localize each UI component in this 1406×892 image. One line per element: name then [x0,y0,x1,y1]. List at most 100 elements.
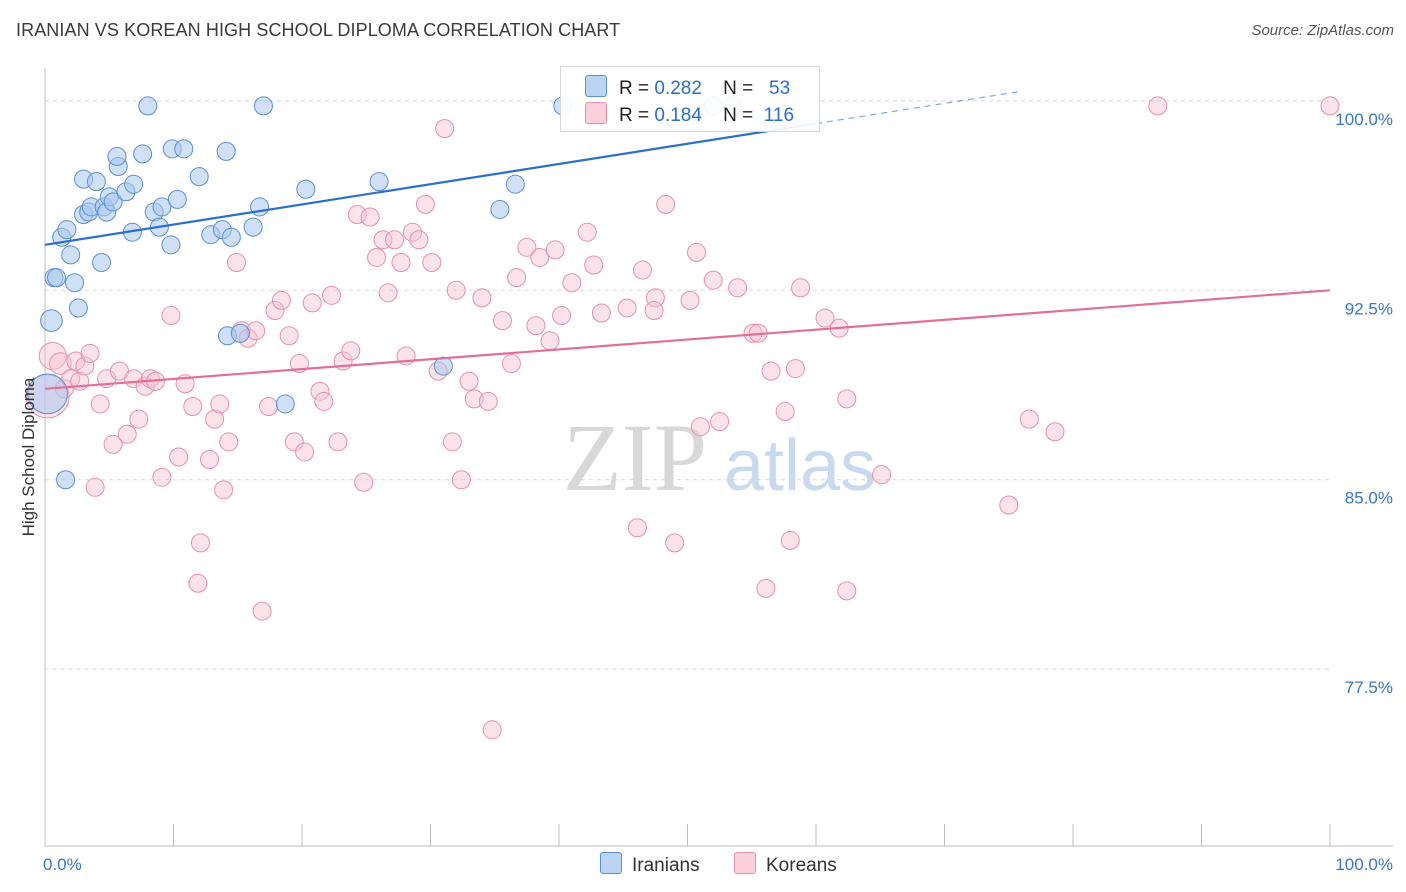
koreans-n-value: 116 [763,105,795,126]
iranians-legend-swatch [600,852,622,874]
iranians-trendline-extension [815,90,1022,125]
koreans-trendline [44,289,1331,390]
korean-point [279,326,299,346]
legend-item-koreans[interactable]: Koreans [734,852,837,877]
korean-point [665,533,685,553]
iranian-point [40,309,63,332]
koreans-r-value: 0.184 [654,105,702,126]
korean-point [837,389,857,409]
korean-point [545,240,565,260]
korean-point [80,343,100,363]
korean-point [259,396,279,416]
iranians-legend-label: Iranians [632,855,700,876]
iranian-point [107,146,127,166]
korean-point [530,247,550,267]
korean-point [703,270,723,290]
iranian-point [92,253,112,272]
korean-point [501,354,521,374]
korean-point [435,119,455,139]
iranian-point [296,179,316,199]
korean-point [284,432,304,452]
x-tick-label-max: 100.0% [1335,855,1393,874]
korean-point [756,578,776,598]
watermark-zip: ZIP [563,404,707,511]
korean-point [785,359,805,379]
korean-point [415,194,435,214]
legend-row-koreans: R = 0.184 N = 116 [585,102,794,126]
korean-point [169,447,189,467]
y-tick-label: 77.5% [1345,678,1393,697]
iranian-point [124,174,144,194]
koreans-swatch [585,102,607,124]
korean-point [617,298,637,318]
source-label: Source: ZipAtlas.com [1251,22,1394,39]
korean-point [422,253,442,272]
korean-point [728,278,748,298]
iranian-point [65,273,85,293]
korean-point [507,268,527,288]
korean-point [378,283,398,303]
korean-point [252,601,272,621]
y-tick-label: 85.0% [1345,489,1393,508]
iranian-point [433,356,453,376]
tick-labels: 77.5% 85.0% 92.5% 100.0% 0.0% 100.0% High Scho… [19,110,1393,874]
korean-point [302,293,322,313]
iranian-point [189,167,209,187]
legend-row-iranians: R = 0.282 N = 53 [585,75,790,99]
korean-point [656,194,676,214]
korean-point [451,470,471,490]
iranian-point [250,197,270,217]
iranian-point [253,96,273,116]
korean-point [354,472,374,492]
iranian-point [505,174,525,194]
korean-point [999,495,1019,515]
iranian-point [138,96,158,116]
koreans-n-label: N = [723,105,754,126]
korean-point [314,391,334,411]
iranian-point [221,227,241,247]
korean-point [117,424,137,444]
iranians-swatch [585,75,607,97]
iranian-point [133,144,153,164]
korean-point [85,477,105,497]
korean-point [265,300,285,320]
korean-point [90,394,110,414]
koreans-r-label: R = [619,105,650,126]
korean-point [152,467,172,487]
korean-point [815,308,835,328]
korean-point [680,290,700,310]
korean-point [328,432,348,452]
axes [44,68,1393,847]
korean-point [791,278,811,298]
iranians-n-value: 53 [769,78,791,99]
iranian-point [216,141,236,161]
korean-point [205,409,225,429]
korean-point [627,518,647,538]
iranians-trendline [44,122,817,246]
korean-point [492,311,512,331]
korean-point [837,581,857,601]
koreans-legend-swatch [734,852,756,874]
korean-point [761,361,781,381]
korean-point [1148,96,1168,116]
korean-point [140,369,160,389]
iranian-point [161,235,181,255]
korean-point [214,480,234,500]
korean-point [517,237,537,257]
korean-point [472,288,492,308]
koreans-legend-label: Koreans [766,855,837,876]
legend-item-iranians[interactable]: Iranians [600,852,700,877]
korean-point [129,409,149,429]
trendlines [44,90,1331,390]
korean-point [686,242,706,262]
iranian-point [275,394,295,414]
korean-point [188,573,208,593]
iranian-point [103,192,123,212]
korean-point [360,207,380,227]
iranian-point [230,323,250,343]
korean-point [403,222,423,242]
korean-point [446,280,466,300]
watermark-atlas: atlas [724,426,876,506]
korean-point [442,432,462,452]
